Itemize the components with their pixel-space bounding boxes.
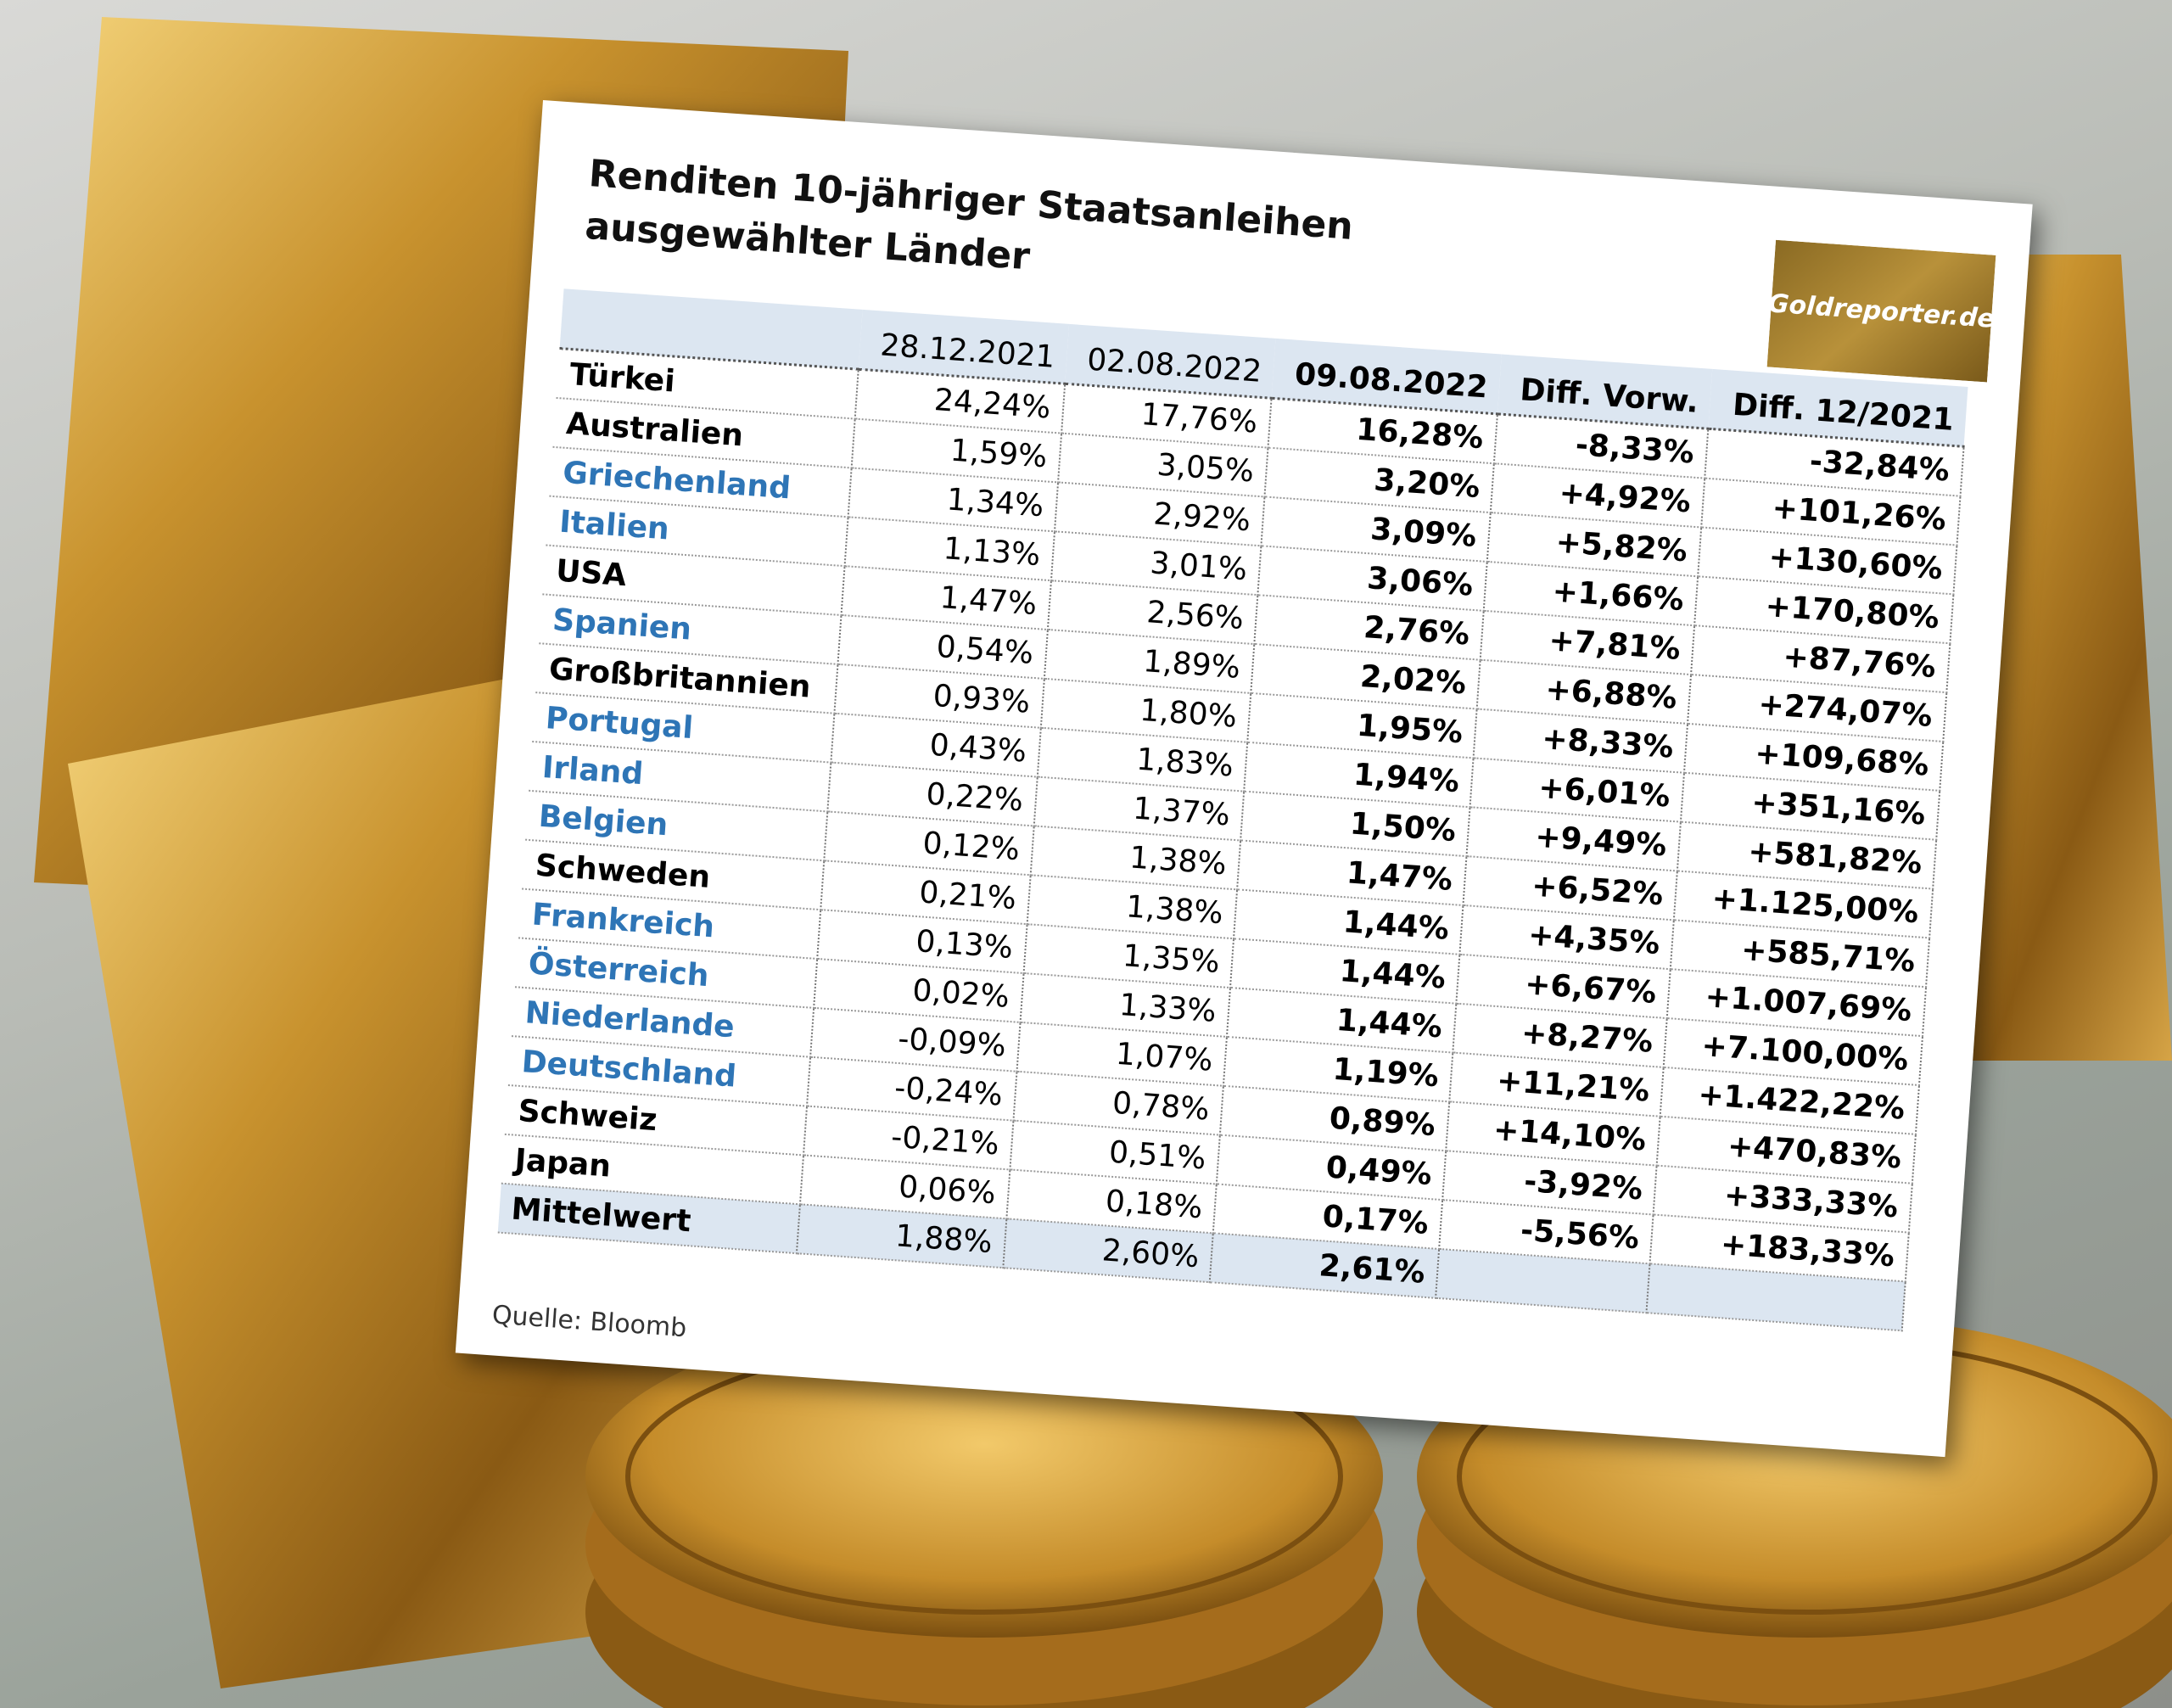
logo: Goldreporter.de [1764, 237, 1999, 385]
coin-stack [1417, 1315, 2172, 1708]
source-note: Quelle: Bloomb [490, 1300, 688, 1344]
yield-table: 28.12.2021 02.08.2022 09.08.2022 Diff. Vorw… [497, 288, 1969, 1331]
title: Renditen 10-jähriger Staatsanleihen ausg… [584, 148, 1355, 306]
yield-table-card: Renditen 10-jähriger Staatsanleihen ausg… [455, 100, 2033, 1458]
table-body: Türkei 24,24% 17,76% 16,28% -8,33% -32,84% Aus… [497, 348, 1964, 1331]
